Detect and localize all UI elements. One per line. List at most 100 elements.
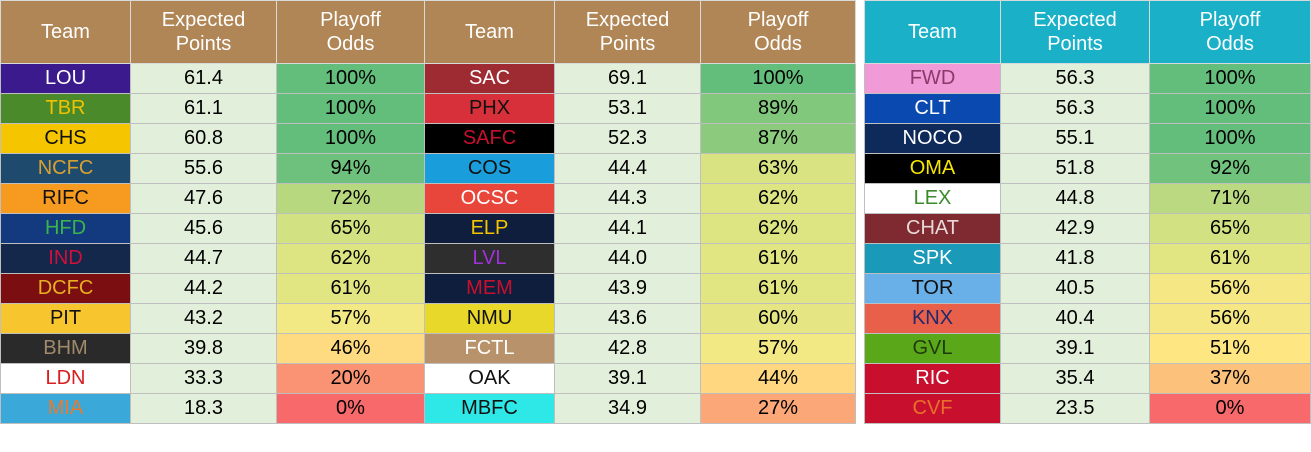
team-cell: DCFC <box>0 273 131 304</box>
team-cell: LOU <box>0 63 131 94</box>
playoff-odds-cell: 65% <box>1149 213 1311 244</box>
expected-points-cell: 69.1 <box>554 63 701 94</box>
playoff-odds-cell: 100% <box>700 63 856 94</box>
team-cell: CHAT <box>864 213 1001 244</box>
table-row: TBR 61.1 100% PHX 53.1 89% <box>0 93 856 124</box>
team-cell: TOR <box>864 273 1001 304</box>
expected-points-cell: 55.6 <box>130 153 277 184</box>
team-cell: KNX <box>864 303 1001 334</box>
table-row: KNX 40.4 56% <box>864 303 1311 334</box>
column-header: Expected Points <box>1000 0 1150 64</box>
expected-points-cell: 34.9 <box>554 393 701 424</box>
playoff-odds-cell: 57% <box>276 303 425 334</box>
expected-points-cell: 44.4 <box>554 153 701 184</box>
playoff-odds-cell: 51% <box>1149 333 1311 364</box>
expected-points-cell: 60.8 <box>130 123 277 154</box>
playoff-odds-cell: 100% <box>1149 63 1311 94</box>
expected-points-cell: 61.1 <box>130 93 277 124</box>
expected-points-cell: 39.8 <box>130 333 277 364</box>
table-row: GVL 39.1 51% <box>864 333 1311 364</box>
table-row: NOCO 55.1 100% <box>864 123 1311 154</box>
playoff-odds-cell: 62% <box>276 243 425 274</box>
playoff-odds-cell: 71% <box>1149 183 1311 214</box>
expected-points-cell: 18.3 <box>130 393 277 424</box>
playoff-odds-cell: 57% <box>700 333 856 364</box>
expected-points-cell: 45.6 <box>130 213 277 244</box>
table-row: CHAT 42.9 65% <box>864 213 1311 244</box>
table-row: FWD 56.3 100% <box>864 63 1311 94</box>
expected-points-cell: 53.1 <box>554 93 701 124</box>
expected-points-cell: 42.8 <box>554 333 701 364</box>
playoff-odds-cell: 56% <box>1149 303 1311 334</box>
team-cell: NOCO <box>864 123 1001 154</box>
playoff-odds-cell: 56% <box>1149 273 1311 304</box>
table-row: LOU 61.4 100% SAC 69.1 100% <box>0 63 856 94</box>
column-header: Playoff Odds <box>276 0 425 64</box>
expected-points-cell: 40.4 <box>1000 303 1150 334</box>
team-cell: FCTL <box>424 333 555 364</box>
table-row: CLT 56.3 100% <box>864 93 1311 124</box>
expected-points-cell: 43.9 <box>554 273 701 304</box>
team-cell: OMA <box>864 153 1001 184</box>
playoff-odds-cell: 87% <box>700 123 856 154</box>
column-header: Expected Points <box>554 0 701 64</box>
expected-points-cell: 40.5 <box>1000 273 1150 304</box>
playoff-odds-cell: 92% <box>1149 153 1311 184</box>
expected-points-cell: 44.8 <box>1000 183 1150 214</box>
playoff-odds-cell: 37% <box>1149 363 1311 394</box>
expected-points-cell: 44.3 <box>554 183 701 214</box>
playoff-odds-cell: 61% <box>276 273 425 304</box>
column-header: Team <box>864 0 1001 64</box>
playoff-odds-cell: 89% <box>700 93 856 124</box>
playoff-odds-cell: 94% <box>276 153 425 184</box>
team-cell: BHM <box>0 333 131 364</box>
expected-points-cell: 51.8 <box>1000 153 1150 184</box>
table-row: CVF 23.5 0% <box>864 393 1311 424</box>
playoff-odds-cell: 61% <box>700 243 856 274</box>
standings-table-right: Team Expected Points Playoff Odds FWD 56.3 100… <box>864 0 1311 424</box>
team-cell: RIFC <box>0 183 131 214</box>
expected-points-cell: 33.3 <box>130 363 277 394</box>
team-cell: CLT <box>864 93 1001 124</box>
playoff-odds-cell: 61% <box>1149 243 1311 274</box>
team-cell: HFD <box>0 213 131 244</box>
team-cell: RIC <box>864 363 1001 394</box>
table-row: CHS 60.8 100% SAFC 52.3 87% <box>0 123 856 154</box>
table-header-row: Team Expected Points Playoff Odds Team Expecte… <box>0 0 856 64</box>
playoff-odds-cell: 62% <box>700 213 856 244</box>
team-cell: MEM <box>424 273 555 304</box>
expected-points-cell: 44.0 <box>554 243 701 274</box>
team-cell: GVL <box>864 333 1001 364</box>
expected-points-cell: 56.3 <box>1000 63 1150 94</box>
team-cell: SAC <box>424 63 555 94</box>
table-row: BHM 39.8 46% FCTL 42.8 57% <box>0 333 856 364</box>
team-cell: LDN <box>0 363 131 394</box>
expected-points-cell: 52.3 <box>554 123 701 154</box>
team-cell: SPK <box>864 243 1001 274</box>
playoff-odds-cell: 61% <box>700 273 856 304</box>
table-row: RIC 35.4 37% <box>864 363 1311 394</box>
team-cell: PHX <box>424 93 555 124</box>
team-cell: TBR <box>0 93 131 124</box>
playoff-odds-cell: 20% <box>276 363 425 394</box>
expected-points-cell: 23.5 <box>1000 393 1150 424</box>
team-cell: NCFC <box>0 153 131 184</box>
column-header: Playoff Odds <box>1149 0 1311 64</box>
playoff-odds-cell: 60% <box>700 303 856 334</box>
expected-points-cell: 47.6 <box>130 183 277 214</box>
team-cell: OAK <box>424 363 555 394</box>
table-row: RIFC 47.6 72% OCSC 44.3 62% <box>0 183 856 214</box>
expected-points-cell: 44.1 <box>554 213 701 244</box>
playoff-odds-cell: 63% <box>700 153 856 184</box>
standings-table-left: Team Expected Points Playoff Odds Team Expecte… <box>0 0 856 424</box>
team-cell: CVF <box>864 393 1001 424</box>
table-row: DCFC 44.2 61% MEM 43.9 61% <box>0 273 856 304</box>
playoff-odds-cell: 65% <box>276 213 425 244</box>
playoff-odds-cell: 100% <box>1149 93 1311 124</box>
playoff-odds-cell: 62% <box>700 183 856 214</box>
team-cell: CHS <box>0 123 131 154</box>
playoff-odds-cell: 100% <box>276 93 425 124</box>
table-row: MIA 18.3 0% MBFC 34.9 27% <box>0 393 856 424</box>
table-row: LEX 44.8 71% <box>864 183 1311 214</box>
playoff-odds-cell: 100% <box>1149 123 1311 154</box>
